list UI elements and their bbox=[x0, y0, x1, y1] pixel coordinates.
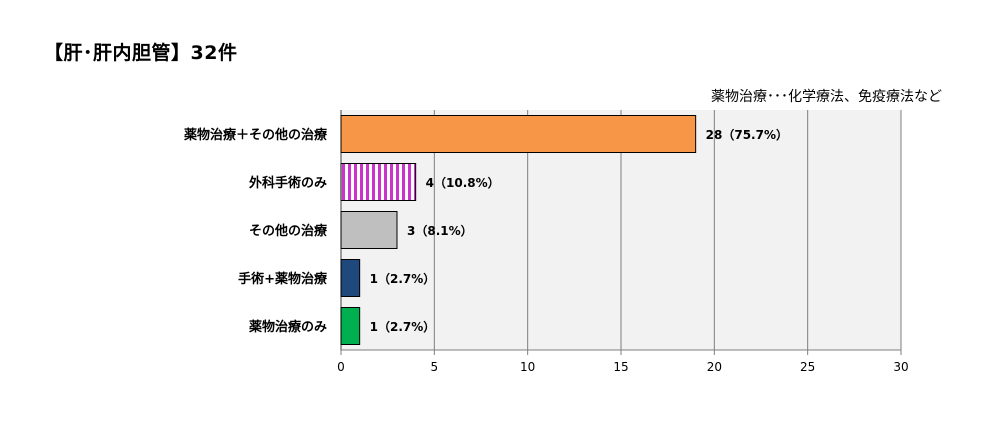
x-tick-label: 25 bbox=[800, 360, 815, 374]
bar bbox=[340, 259, 361, 297]
x-tick-label: 15 bbox=[613, 360, 628, 374]
data-label: 28（75.7%） bbox=[706, 127, 788, 142]
category-label: その他の治療 bbox=[249, 223, 328, 239]
chart-title: 【肝･肝内胆管】32件 bbox=[44, 42, 238, 64]
x-tick-label: 0 bbox=[337, 360, 345, 374]
x-tick-label: 10 bbox=[520, 360, 535, 374]
data-label: 4（10.8%） bbox=[426, 175, 500, 190]
labels: 0 5 10 15 20 25 30 薬物治療＋その他の治療 28（75.7%） 外科手術のみ 4（… bbox=[183, 127, 909, 374]
bar bbox=[340, 211, 398, 249]
category-label: 薬物治療＋その他の治療 bbox=[183, 127, 328, 143]
x-tick-label: 30 bbox=[893, 360, 908, 374]
data-label: 1（2.7%） bbox=[370, 319, 436, 334]
data-label: 1（2.7%） bbox=[370, 271, 436, 286]
x-tick-label: 20 bbox=[707, 360, 722, 374]
bars bbox=[340, 115, 697, 345]
bar bbox=[340, 115, 697, 153]
category-label: 薬物治療のみ bbox=[248, 319, 327, 335]
bar bbox=[340, 307, 361, 345]
data-label: 3（8.1%） bbox=[407, 223, 473, 238]
category-label: 外科手術のみ bbox=[248, 175, 327, 191]
category-label: 手術+薬物治療 bbox=[238, 271, 328, 287]
x-tick-label: 5 bbox=[431, 360, 439, 374]
bar bbox=[340, 163, 417, 201]
chart-note: 薬物治療･･･化学療法、免疫療法など bbox=[711, 89, 942, 105]
